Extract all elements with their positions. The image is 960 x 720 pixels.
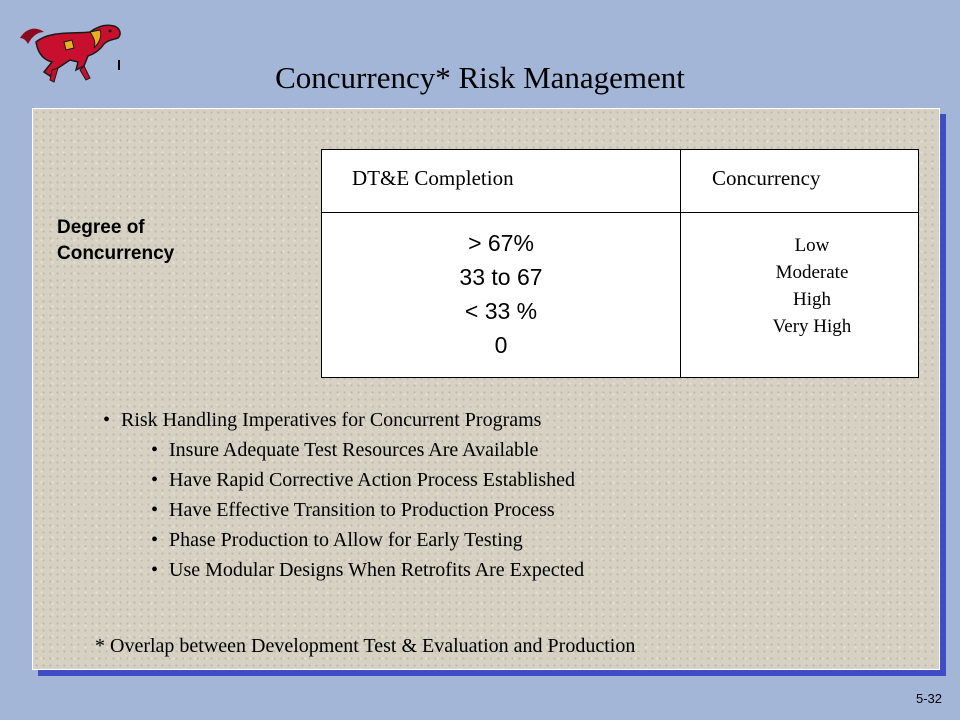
concurrency-level: High [793, 289, 831, 310]
bullet-dot-icon: • [151, 439, 159, 461]
bullet-sub-item: • Have Rapid Corrective Action Process Es… [151, 465, 589, 495]
bullet-sub-text: Insure Adequate Test Resources Are Avail… [169, 439, 539, 461]
logo-divider [118, 60, 120, 70]
header-concurrency: Concurrency [712, 166, 821, 190]
bullet-sub-text: Use Modular Designs When Retrofits Are E… [169, 559, 585, 581]
bullet-sub-text: Have Rapid Corrective Action Process Est… [169, 469, 576, 491]
degree-label-line1: Degree of [57, 217, 145, 238]
completion-value: 33 to 67 [459, 264, 543, 290]
completion-value: 0 [494, 332, 508, 358]
concurrency-level: Low [794, 235, 830, 256]
bullet-sub-text: Phase Production to Allow for Early Test… [169, 529, 523, 551]
content-panel: Degree of Concurrency DT&E Completion Co… [32, 108, 940, 670]
completion-value: < 33 % [464, 298, 538, 324]
table-column-divider [680, 150, 681, 377]
bullet-main-item: • Risk Handling Imperatives for Concurren… [103, 405, 541, 435]
bullet-sub-item: • Use Modular Designs When Retrofits Are … [151, 555, 589, 585]
concurrency-level: Very High [772, 316, 852, 337]
bullet-sub-item: • Have Effective Transition to Production… [151, 495, 589, 525]
header-dte-completion: DT&E Completion [352, 166, 514, 190]
concurrency-table: DT&E Completion Concurrency > 67% 33 to … [321, 149, 919, 378]
concurrency-level: Moderate [775, 262, 849, 283]
bullet-dot-icon: • [151, 529, 159, 551]
completion-values-column: > 67% 33 to 67 < 33 % 0 [322, 226, 680, 362]
bullet-sub-text: Have Effective Transition to Production … [169, 499, 555, 521]
bullet-dot-icon: • [151, 499, 159, 521]
degree-label-line2: Concurrency [57, 243, 175, 264]
degree-of-concurrency-label: Degree of Concurrency [57, 215, 174, 267]
footnote: * Overlap between Development Test & Eva… [95, 635, 636, 657]
mustang-horse-logo-icon [20, 24, 121, 83]
slide-title: Concurrency* Risk Management [275, 60, 685, 95]
bullet-dot-icon: • [151, 559, 159, 581]
table-header-divider [322, 212, 918, 213]
completion-value: > 67% [468, 230, 534, 256]
page-number: 5-32 [915, 691, 942, 706]
bullet-sub-item: • Phase Production to Allow for Early Tes… [151, 525, 589, 555]
bullet-list: • Risk Handling Imperatives for Concurren… [103, 405, 584, 585]
bullet-dot-icon: • [151, 469, 159, 491]
concurrency-levels-column: Low Moderate High Very High [680, 232, 944, 340]
bullet-main-text: Risk Handling Imperatives for Concurrent… [121, 409, 542, 431]
bullet-dot-icon: • [103, 409, 111, 431]
bullet-sub-item: • Insure Adequate Test Resources Are Avai… [151, 435, 589, 465]
